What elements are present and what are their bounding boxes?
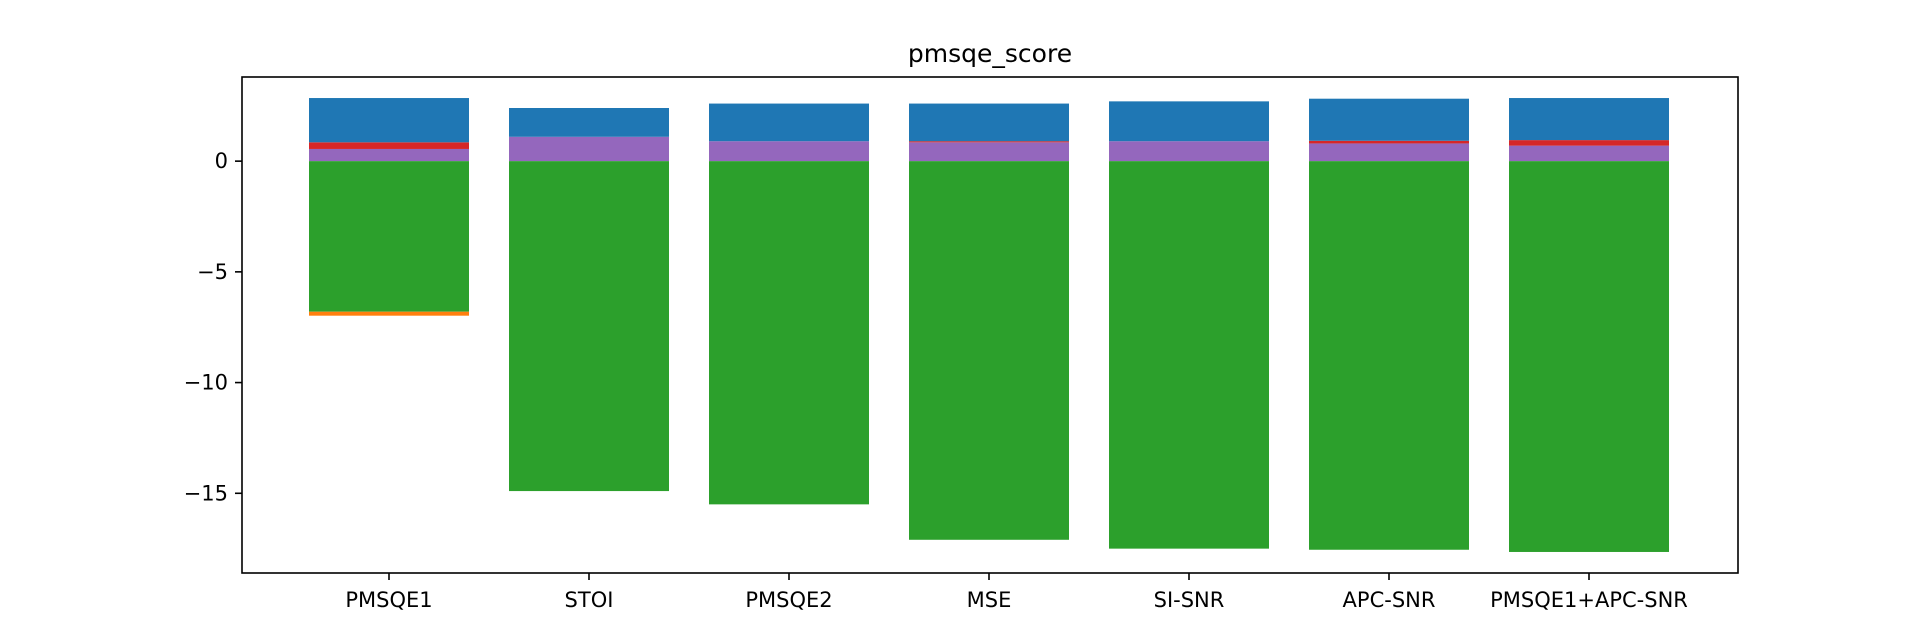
bar-segment-pmsqe1-s0 <box>309 148 469 162</box>
bar-segment-mse-s2 <box>909 103 1069 142</box>
bar-segment-mse-s3 <box>909 161 1069 540</box>
bar-segment-pmsqe2-s2 <box>709 103 869 142</box>
bar-segment-pmsqe1-apc-snr-s0 <box>1509 145 1669 162</box>
bar-segment-stoi-s2 <box>509 108 669 137</box>
bar-segment-pmsqe1-apc-snr-s1 <box>1509 140 1669 146</box>
plot-frame <box>241 76 1739 574</box>
bar-segment-si-snr-s2 <box>1109 101 1269 142</box>
bar-segment-pmsqe2-s0 <box>709 141 869 162</box>
bar-segment-apc-snr-s3 <box>1309 161 1469 550</box>
y-tick-label: 0 <box>215 149 228 173</box>
chart-title: pmsqe_score <box>908 39 1072 68</box>
bar-segment-pmsqe1-s4 <box>309 311 469 316</box>
x-tick-label: STOI <box>565 588 614 612</box>
x-tick-label: APC-SNR <box>1343 588 1436 612</box>
bar-segment-apc-snr-s0 <box>1309 143 1469 162</box>
y-tick-label: −5 <box>197 260 228 284</box>
bar-segment-si-snr-s3 <box>1109 161 1269 549</box>
x-tick-label: PMSQE1+APC-SNR <box>1490 588 1688 612</box>
x-tick-label: PMSQE1 <box>345 588 432 612</box>
y-tick-label: −10 <box>184 371 228 395</box>
bar-segment-apc-snr-s1 <box>1309 140 1469 144</box>
bar-segment-apc-snr-s2 <box>1309 98 1469 141</box>
y-tick-label: −15 <box>184 481 228 505</box>
bar-segment-pmsqe1-s1 <box>309 142 469 149</box>
bar-segment-stoi-s0 <box>509 136 669 162</box>
bars-layer <box>309 98 1669 552</box>
bar-segment-stoi-s3 <box>509 161 669 492</box>
bar-segment-mse-s1 <box>909 141 1069 143</box>
x-tick-label: MSE <box>967 588 1012 612</box>
bar-segment-pmsqe1-apc-snr-s2 <box>1509 98 1669 141</box>
bar-segment-si-snr-s0 <box>1109 141 1269 162</box>
bar-segment-pmsqe2-s3 <box>709 161 869 505</box>
x-tick-label: PMSQE2 <box>745 588 832 612</box>
axes-layer: PMSQE1 STOI PMSQE2 MSE SI-SNR APC-SNR PMSQE1+A… <box>184 149 1688 612</box>
bar-segment-mse-s0 <box>909 142 1069 162</box>
bar-segment-pmsqe1-s3 <box>309 161 469 312</box>
bar-segment-pmsqe1-s2 <box>309 98 469 143</box>
x-tick-label: SI-SNR <box>1154 588 1225 612</box>
bar-segment-pmsqe1-apc-snr-s3 <box>1509 161 1669 552</box>
